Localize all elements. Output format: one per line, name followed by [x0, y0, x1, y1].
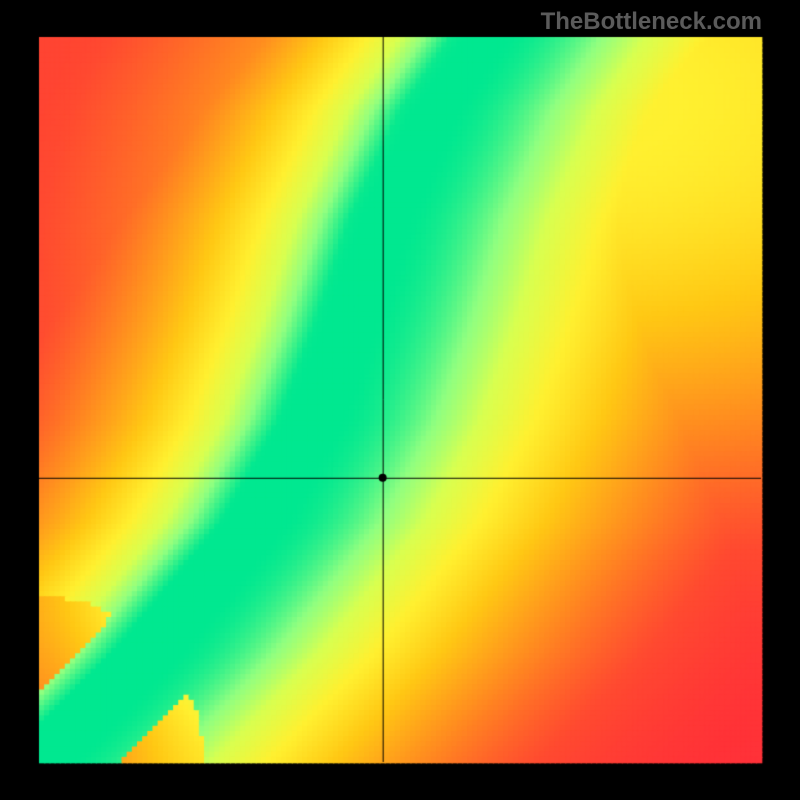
heatmap-canvas	[0, 0, 800, 800]
chart-container: TheBottleneck.com	[0, 0, 800, 800]
watermark-text: TheBottleneck.com	[541, 8, 762, 36]
